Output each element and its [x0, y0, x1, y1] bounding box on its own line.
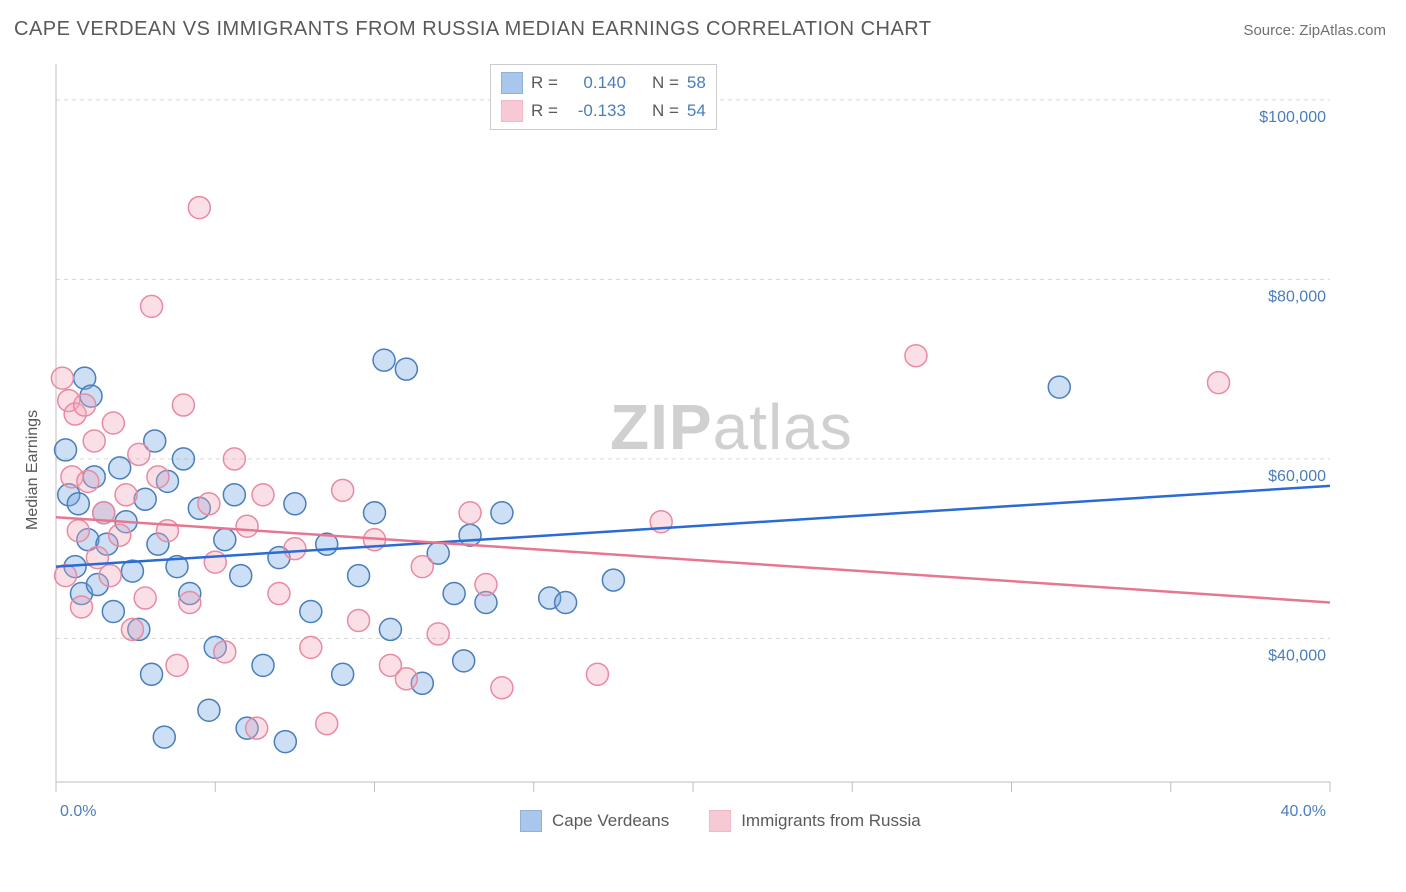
series-label-0: Cape Verdeans [552, 811, 669, 831]
svg-text:0.0%: 0.0% [60, 803, 96, 820]
legend-swatch-bottom-1 [709, 810, 731, 832]
legend-swatch-series-0 [501, 72, 523, 94]
r-label: R = [531, 101, 558, 121]
chart-title: CAPE VERDEAN VS IMMIGRANTS FROM RUSSIA M… [14, 18, 932, 41]
svg-text:$100,000: $100,000 [1259, 109, 1326, 126]
r-label: R = [531, 73, 558, 93]
chart-svg: $40,000 $60,000 $80,000 $100,000 0.0% 40.0% [50, 60, 1380, 830]
svg-text:$60,000: $60,000 [1268, 468, 1326, 485]
legend-swatch-series-1 [501, 100, 523, 122]
n-label: N = [652, 73, 679, 93]
series-label-1: Immigrants from Russia [741, 811, 920, 831]
svg-text:$40,000: $40,000 [1268, 647, 1326, 664]
correlation-legend: R = 0.140 N = 58 R = -0.133 N = 54 [490, 64, 717, 130]
n-value-series-0: 58 [687, 73, 706, 93]
svg-text:$80,000: $80,000 [1268, 288, 1326, 305]
legend-row-series-1: R = -0.133 N = 54 [501, 97, 706, 125]
r-value-series-1: -0.133 [566, 101, 626, 121]
legend-row-series-0: R = 0.140 N = 58 [501, 69, 706, 97]
series-legend: Cape Verdeans Immigrants from Russia [520, 810, 921, 832]
n-label: N = [652, 101, 679, 121]
n-value-series-1: 54 [687, 101, 706, 121]
scatter-plot: $40,000$60,000$80,000$100,0000.0%40.0% Z… [50, 60, 1380, 830]
svg-text:40.0%: 40.0% [1281, 803, 1326, 820]
legend-swatch-bottom-0 [520, 810, 542, 832]
y-axis-label: Median Earnings [24, 410, 42, 530]
r-value-series-0: 0.140 [566, 73, 626, 93]
source-attribution: Source: ZipAtlas.com [1243, 22, 1386, 39]
